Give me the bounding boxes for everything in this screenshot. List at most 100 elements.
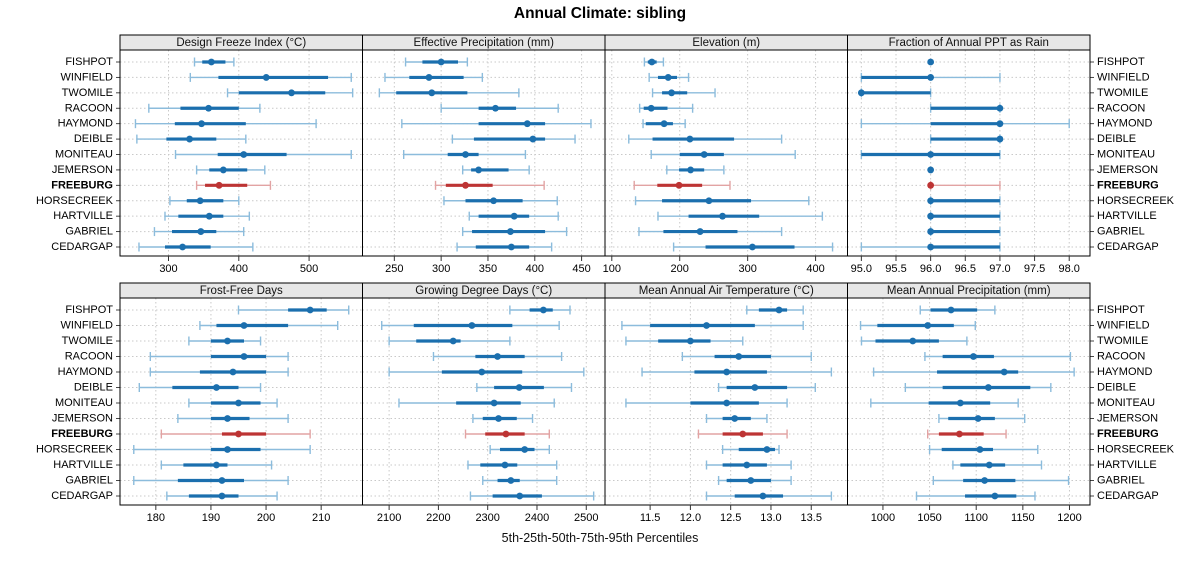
strip-title: Growing Degree Days (°C) xyxy=(415,285,552,297)
site-label-fishpot: FISHPOT xyxy=(1097,304,1145,316)
median-dot xyxy=(927,181,935,189)
median-dot xyxy=(306,306,314,314)
percentile-row-moniteau xyxy=(625,398,788,408)
median-dot xyxy=(927,151,935,158)
median-dot xyxy=(468,322,476,329)
median-dot xyxy=(956,399,964,407)
median-dot xyxy=(927,166,935,174)
median-dot xyxy=(981,477,989,484)
x-tick-label: 300 xyxy=(738,263,756,275)
percentile-row-haymond xyxy=(149,367,289,377)
median-dot xyxy=(240,322,248,329)
median-dot xyxy=(507,243,515,251)
median-dot xyxy=(224,446,231,453)
x-tick-label: 300 xyxy=(432,263,450,275)
x-tick-label: 95.5 xyxy=(885,263,906,275)
median-dot xyxy=(996,104,1004,112)
median-dot xyxy=(224,337,231,345)
site-label-haymond: HAYMOND xyxy=(58,118,113,130)
strip-title: Mean Annual Precipitation (mm) xyxy=(887,285,1051,297)
site-label-racoon: RACOON xyxy=(1097,102,1145,114)
site-label-moniteau: MONITEAU xyxy=(1097,397,1155,409)
site-label-gabriel: GABRIEL xyxy=(1097,475,1145,487)
site-label-deible: DEIBLE xyxy=(74,382,113,394)
site-label-racoon: RACOON xyxy=(1097,351,1145,363)
percentile-row-moniteau xyxy=(402,150,527,159)
percentile-row-jemerson xyxy=(927,166,935,174)
median-dot xyxy=(719,212,726,220)
x-tick-label: 12.0 xyxy=(680,512,701,524)
x-tick-label: 13.5 xyxy=(801,512,822,524)
median-dot xyxy=(462,181,469,189)
site-label-gabriel: GABRIEL xyxy=(1097,226,1145,238)
median-dot xyxy=(648,58,656,66)
median-dot xyxy=(927,228,935,235)
site-label-horsecreek: HORSECREEK xyxy=(1097,444,1175,456)
median-dot xyxy=(205,212,213,220)
x-axis: 95.0 95.5 96.0 96.5 97.0 97.5 98.0 xyxy=(851,256,1080,275)
percentile-row-deible xyxy=(451,134,576,144)
panel-background xyxy=(605,50,848,256)
median-dot xyxy=(428,89,436,97)
strip-header xyxy=(847,34,1091,51)
percentile-row-freeburg xyxy=(927,429,1007,439)
percentile-row-hartville xyxy=(160,460,273,470)
median-dot xyxy=(224,415,231,422)
site-label-fishpot: FISHPOT xyxy=(1097,56,1145,68)
percentile-row-gabriel xyxy=(153,227,245,237)
x-tick-label: 98.0 xyxy=(1059,263,1080,275)
median-dot xyxy=(857,89,865,97)
site-label-gabriel: GABRIEL xyxy=(65,226,113,238)
median-dot xyxy=(475,166,483,174)
percentile-row-cedargap xyxy=(456,242,553,252)
x-tick-label: 1050 xyxy=(917,512,941,524)
percentile-row-racoon xyxy=(148,103,261,113)
percentile-row-winfield xyxy=(860,72,1001,82)
percentile-row-haymond xyxy=(641,367,833,377)
percentile-row-racoon xyxy=(681,352,812,361)
site-label-jemerson: JEMERSON xyxy=(52,164,113,176)
site-label-jemerson: JEMERSON xyxy=(52,413,113,425)
median-dot xyxy=(492,104,499,112)
median-dot xyxy=(927,197,935,205)
site-label-gabriel: GABRIEL xyxy=(65,475,113,487)
site-label-cedargap: CEDARGAP xyxy=(51,490,113,502)
site-label-cedargap: CEDARGAP xyxy=(1097,490,1159,502)
percentile-row-gabriel xyxy=(133,476,289,485)
median-dot xyxy=(215,181,223,189)
median-dot xyxy=(186,135,193,143)
median-dot xyxy=(262,74,270,81)
median-dot xyxy=(703,322,710,329)
site-label-twomile: TWOMILE xyxy=(1097,335,1148,347)
x-axis: 11.5 12.0 12.5 13.0 13.5 xyxy=(640,505,822,524)
median-dot xyxy=(927,212,935,220)
site-label-moniteau: MONITEAU xyxy=(1097,149,1155,161)
percentile-row-moniteau xyxy=(174,150,352,159)
percentile-row-horsecreek xyxy=(928,445,1039,454)
figure-caption: 5th-25th-50th-75th-95th Percentiles xyxy=(501,531,699,545)
percentile-row-winfield xyxy=(381,321,560,330)
percentile-row-haymond xyxy=(642,119,686,129)
site-label-horsecreek: HORSECREEK xyxy=(36,444,114,456)
x-tick-label: 96.0 xyxy=(920,263,941,275)
median-dot xyxy=(240,353,248,360)
y-ticks xyxy=(1090,309,1094,497)
x-tick-label: 400 xyxy=(230,263,248,275)
median-dot xyxy=(495,415,502,422)
percentile-row-deible xyxy=(476,383,573,392)
percentile-row-racoon xyxy=(432,352,563,361)
median-dot xyxy=(235,399,242,407)
percentile-row-freeburg xyxy=(697,429,788,439)
site-label-hartville: HARTVILLE xyxy=(53,210,113,222)
median-dot xyxy=(705,197,713,205)
site-label-hartville: HARTVILLE xyxy=(53,459,113,471)
percentile-row-fishpot xyxy=(927,58,935,66)
percentile-row-haymond xyxy=(134,119,317,129)
median-dot xyxy=(759,492,767,500)
median-dot xyxy=(198,120,205,128)
site-label-twomile: TWOMILE xyxy=(62,87,113,99)
median-dot xyxy=(976,446,984,453)
percentile-row-horsecreek xyxy=(133,445,311,454)
percentile-row-winfield xyxy=(199,321,339,330)
site-label-winfield: WINFIELD xyxy=(1097,320,1150,332)
